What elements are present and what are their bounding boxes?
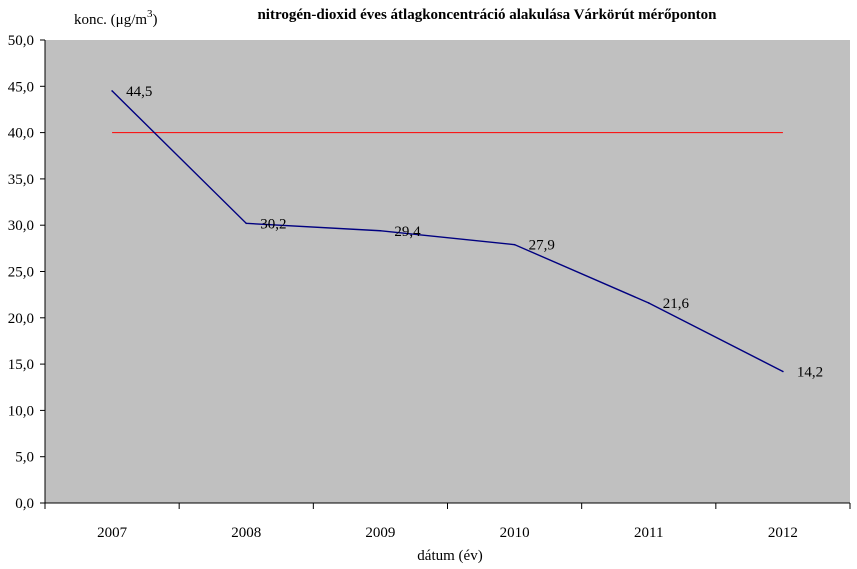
data-label: 14,2: [797, 365, 823, 381]
x-tick-label: 2009: [365, 525, 395, 541]
y-axis-label: konc. (μg/m3): [74, 8, 158, 28]
x-tick-label: 2012: [768, 525, 798, 541]
chart-title: nitrogén-dioxid éves átlagkoncentráció a…: [257, 7, 717, 23]
x-tick-label: 2011: [634, 525, 663, 541]
y-axis-label-main: konc. (μg/m: [74, 12, 147, 28]
y-tick-label: 25,0: [8, 265, 34, 281]
y-tick-label: 15,0: [8, 357, 34, 373]
y-tick-label: 35,0: [8, 172, 34, 188]
y-axis-label-superscript: 3: [147, 8, 153, 20]
y-axis-label-suffix: ): [153, 12, 158, 28]
data-label: 27,9: [529, 238, 555, 254]
x-axis-label: dátum (év): [417, 548, 482, 564]
series-line: [111, 90, 784, 373]
y-tick-label: 10,0: [8, 403, 34, 419]
plot-area: [45, 40, 850, 503]
y-tick-label: 45,0: [8, 79, 34, 95]
y-tick-label: 20,0: [8, 311, 34, 327]
y-tick-label: 40,0: [8, 126, 34, 142]
data-label: 44,5: [126, 84, 152, 100]
data-point: [379, 229, 382, 232]
y-tick-label: 0,0: [15, 496, 34, 512]
y-tick-label: 30,0: [8, 218, 34, 234]
x-tick-label: 2010: [500, 525, 530, 541]
data-label: 30,2: [260, 216, 286, 232]
data-point: [647, 302, 650, 304]
data-point: [245, 222, 248, 225]
data-point: [111, 90, 113, 92]
x-tick-label: 2008: [231, 525, 261, 541]
y-tick-label: 5,0: [15, 450, 34, 466]
data-label: 29,4: [394, 224, 421, 240]
x-tick-label: 2007: [97, 525, 128, 541]
data-label: 21,6: [663, 296, 690, 312]
data-point: [513, 243, 516, 246]
y-tick-label: 50,0: [8, 33, 34, 49]
data-point: [782, 370, 784, 373]
